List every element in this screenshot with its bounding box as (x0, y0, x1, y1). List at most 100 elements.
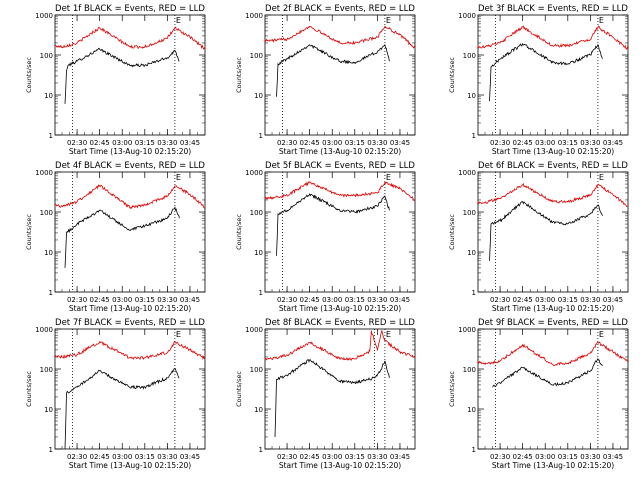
x-tick-label: 03:30 (157, 139, 177, 147)
lld-series-line (477, 182, 628, 208)
x-tick-label: 03:15 (135, 453, 155, 461)
y-tick-label: 100 (250, 366, 263, 374)
x-tick-label: 02:30 (277, 453, 297, 461)
annotation-label: E (599, 173, 604, 182)
lld-series-line (264, 180, 416, 201)
x-tick-label: 03:15 (135, 296, 155, 304)
x-tick-label: 02:30 (277, 139, 297, 147)
y-tick-label: 10 (44, 92, 53, 100)
x-tick-label: 02:30 (67, 139, 87, 147)
y-tick-label: 10 (254, 92, 263, 100)
chart-panel: Det 9f BLACK = Events, RED = LLD 1 10 100 10… (448, 318, 628, 470)
y-axis-label: Counts/sec (235, 214, 243, 250)
x-tick-label: 03:45 (603, 453, 623, 461)
x-axis-label: Start Time (13-Aug-10 02:15:20) (279, 147, 401, 156)
x-tick-label: 03:15 (135, 139, 155, 147)
chart-panel: Det 6f BLACK = Events, RED = LLD 1 10 100 10… (448, 161, 628, 313)
chart-title: Det 8f BLACK = Events, RED = LLD (265, 318, 415, 328)
x-tick-label: 03:30 (580, 139, 600, 147)
annotation-label: E (176, 16, 181, 25)
x-tick-label: 03:00 (112, 453, 132, 461)
y-tick-label: 1 (259, 289, 263, 297)
x-tick-label: 03:00 (112, 139, 132, 147)
x-tick-label: 02:45 (513, 296, 533, 304)
annotation-label: E (386, 330, 391, 339)
x-axis-label: Start Time (13-Aug-10 02:15:20) (69, 461, 191, 470)
plot-frame (54, 14, 206, 136)
plot-frame (264, 14, 416, 136)
annotation-label: E (176, 330, 181, 339)
x-axis-label: Start Time (13-Aug-10 02:15:20) (279, 304, 401, 313)
annotation-label: E (599, 330, 604, 339)
x-tick-label: 03:30 (157, 296, 177, 304)
chart-title: Det 7f BLACK = Events, RED = LLD (55, 318, 205, 328)
lld-series-line (477, 341, 629, 367)
y-tick-label: 100 (463, 366, 476, 374)
y-tick-label: 100 (40, 52, 53, 60)
events-series-line (64, 368, 180, 450)
y-tick-label: 1 (259, 446, 263, 454)
lld-series-line (264, 25, 416, 49)
x-tick-label: 03:45 (180, 296, 200, 304)
annotation-label: E (386, 173, 391, 182)
x-tick-label: 03:30 (580, 296, 600, 304)
y-axis-label: Counts/sec (25, 371, 33, 407)
events-series-line (276, 193, 390, 256)
lld-series-line (54, 184, 206, 210)
x-tick-label: 03:00 (322, 296, 342, 304)
y-axis-label: Counts/sec (448, 371, 456, 407)
y-tick-label: 1 (472, 446, 476, 454)
chart-title: Det 5f BLACK = Events, RED = LLD (265, 161, 415, 171)
x-tick-label: 02:45 (90, 453, 110, 461)
x-tick-label: 02:45 (300, 453, 320, 461)
x-tick-label: 03:45 (390, 139, 410, 147)
y-tick-label: 1000 (458, 12, 476, 20)
chart-title: Det 9f BLACK = Events, RED = LLD (478, 318, 628, 328)
plot-frame (54, 328, 206, 450)
chart-panel: Det 7f BLACK = Events, RED = LLD 1 10 100 10… (25, 318, 205, 470)
x-tick-label: 02:30 (490, 139, 510, 147)
y-tick-label: 100 (250, 52, 263, 60)
chart-title: Det 6f BLACK = Events, RED = LLD (478, 161, 628, 171)
events-series-line (276, 43, 390, 97)
chart-panel: Det 8f BLACK = Events, RED = LLD 1 10 100 10… (235, 318, 415, 470)
chart-title: Det 4f BLACK = Events, RED = LLD (55, 161, 205, 171)
lld-series-line (54, 26, 206, 50)
y-tick-label: 100 (463, 209, 476, 217)
y-tick-label: 100 (40, 209, 53, 217)
chart-title: Det 1f BLACK = Events, RED = LLD (55, 4, 205, 14)
lld-series-line (54, 341, 206, 361)
y-tick-label: 10 (254, 406, 263, 414)
y-tick-label: 10 (44, 406, 53, 414)
x-tick-label: 02:30 (277, 296, 297, 304)
lld-series-line (477, 25, 629, 50)
y-tick-label: 10 (467, 406, 476, 414)
y-tick-label: 1 (472, 289, 476, 297)
x-axis-label: Start Time (13-Aug-10 02:15:20) (69, 304, 191, 313)
x-tick-label: 03:45 (180, 139, 200, 147)
lld-series-line (264, 329, 416, 361)
y-axis-label: Counts/sec (25, 214, 33, 250)
x-tick-label: 03:00 (535, 139, 555, 147)
events-series-line (489, 42, 603, 102)
events-series-line (492, 357, 603, 388)
y-tick-label: 1000 (245, 12, 263, 20)
y-tick-label: 1000 (245, 326, 263, 334)
y-tick-label: 1 (259, 132, 263, 140)
x-axis-label: Start Time (13-Aug-10 02:15:20) (492, 147, 614, 156)
y-tick-label: 1 (49, 132, 53, 140)
y-tick-label: 1 (49, 289, 53, 297)
events-series-line (64, 47, 180, 104)
x-tick-label: 02:45 (90, 139, 110, 147)
chart-panel: Det 5f BLACK = Events, RED = LLD 1 10 100 10… (235, 161, 415, 313)
x-tick-label: 02:30 (490, 453, 510, 461)
y-tick-label: 1 (472, 132, 476, 140)
x-tick-label: 03:00 (322, 453, 342, 461)
x-tick-label: 03:15 (345, 296, 365, 304)
x-tick-label: 02:30 (490, 296, 510, 304)
y-tick-label: 1 (49, 446, 53, 454)
chart-panel: Det 1f BLACK = Events, RED = LLD 1 10 100 10… (25, 4, 205, 156)
chart-title: Det 3f BLACK = Events, RED = LLD (478, 4, 628, 14)
x-tick-label: 03:15 (558, 296, 578, 304)
x-tick-label: 02:45 (90, 296, 110, 304)
